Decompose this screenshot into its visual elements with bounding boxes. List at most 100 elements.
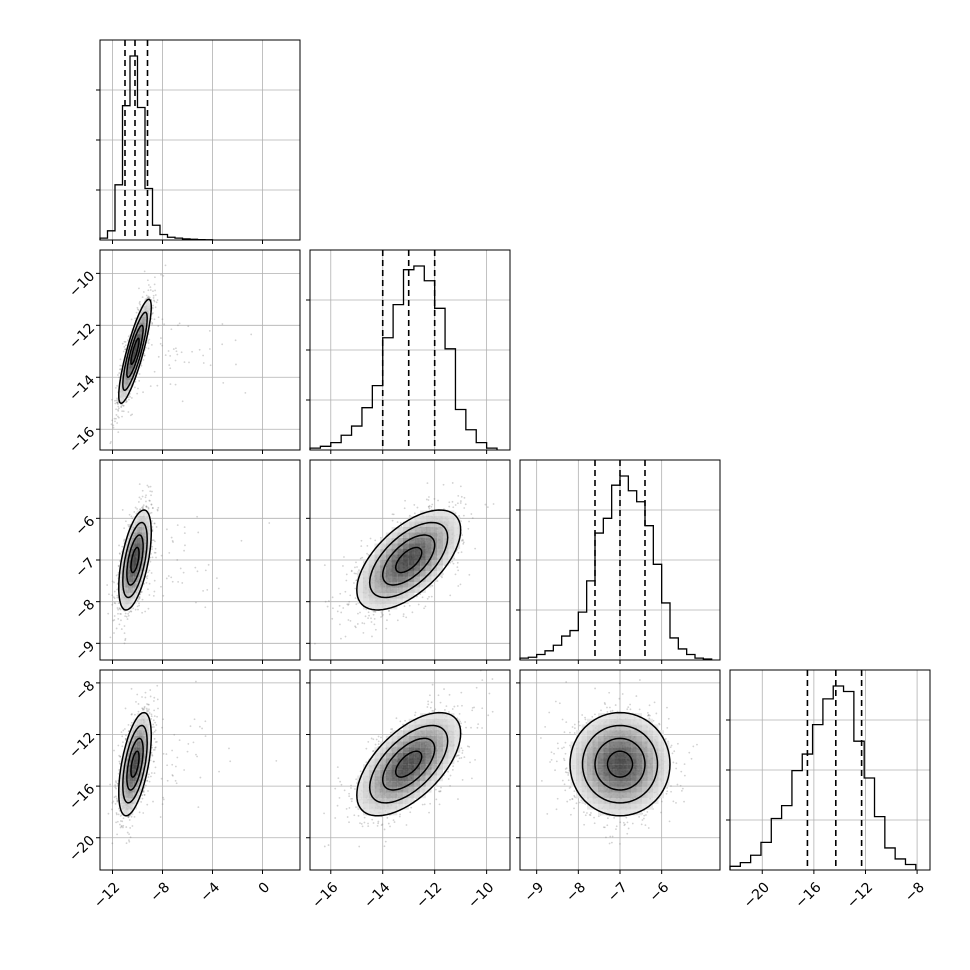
sample-point <box>177 580 180 583</box>
sample-point <box>188 361 190 364</box>
density-cell <box>126 598 128 604</box>
density-cell <box>448 543 455 549</box>
sample-point <box>348 600 351 603</box>
density-cell <box>368 604 375 610</box>
density-cell <box>374 576 381 582</box>
sample-point <box>136 508 138 510</box>
density-cell <box>133 521 135 527</box>
sample-point <box>462 541 465 544</box>
marginal-panel-1 <box>96 39 301 244</box>
density-cell <box>140 538 143 544</box>
sample-point <box>388 609 390 612</box>
density-cell <box>122 554 125 560</box>
sample-point <box>451 482 454 484</box>
sample-point <box>123 642 126 645</box>
density-cell <box>131 560 134 566</box>
density-cell <box>142 317 144 323</box>
sample-point <box>117 409 120 412</box>
sample-point <box>115 417 117 420</box>
sample-point <box>209 364 212 367</box>
density-cell <box>414 516 421 522</box>
density-contour <box>126 534 144 586</box>
sample-point <box>148 594 151 596</box>
sample-point <box>417 603 420 606</box>
sample-point <box>152 304 154 307</box>
sample-point <box>191 350 193 353</box>
density-cell <box>131 576 134 582</box>
density-cell <box>133 334 135 340</box>
density-cell <box>420 538 426 544</box>
density-cell <box>420 560 426 566</box>
sample-point <box>202 362 205 364</box>
sample-point <box>110 440 112 443</box>
density-cell <box>133 598 135 604</box>
sample-point <box>380 611 383 614</box>
sample-point <box>116 384 118 387</box>
sample-point <box>463 507 466 509</box>
sample-point <box>391 519 394 522</box>
sample-point <box>353 582 355 584</box>
sample-point <box>119 612 122 615</box>
sample-point <box>419 593 422 596</box>
sample-point <box>117 617 120 620</box>
density-cell <box>143 565 146 571</box>
sample-point <box>117 408 119 411</box>
density-cell <box>385 571 392 577</box>
density-cell <box>374 587 381 593</box>
sample-point <box>402 615 405 618</box>
sample-point <box>456 566 459 569</box>
density-cell <box>135 345 137 352</box>
sample-point <box>131 413 134 416</box>
density-cell <box>120 571 123 577</box>
sample-point <box>467 527 470 530</box>
sample-point <box>138 597 141 600</box>
sample-point <box>114 420 116 423</box>
sample-point <box>138 302 141 305</box>
panel-contents <box>109 264 253 445</box>
sample-point <box>157 325 160 327</box>
sample-point <box>151 520 153 522</box>
sample-point <box>156 384 159 387</box>
sample-point <box>130 397 133 399</box>
density-cell <box>138 538 141 544</box>
sample-point <box>119 560 121 562</box>
density-cell <box>402 565 409 571</box>
sample-point <box>124 612 127 615</box>
density-contour <box>122 521 148 599</box>
density-cell <box>124 604 127 610</box>
density-cell <box>385 549 392 555</box>
density-cell <box>135 538 137 544</box>
panel-contents <box>106 483 271 645</box>
scatter-panel-3-1 <box>96 459 301 664</box>
sample-point <box>381 612 383 615</box>
sample-point <box>198 348 201 351</box>
density-cell <box>143 538 146 544</box>
density-cell <box>425 554 432 560</box>
density-cell <box>397 598 403 604</box>
sample-point <box>354 625 357 628</box>
panel-border <box>519 459 721 661</box>
sample-point <box>174 383 177 386</box>
density-cell <box>140 565 143 571</box>
density-cell <box>408 554 415 560</box>
sample-point <box>372 613 375 616</box>
density-cell <box>147 305 150 312</box>
density-cell <box>136 549 139 555</box>
density-cell <box>124 571 127 577</box>
sample-point <box>150 317 153 320</box>
density-cell <box>145 516 148 522</box>
sample-point <box>459 485 462 488</box>
sample-point <box>124 348 127 351</box>
sample-point <box>118 623 121 626</box>
sample-point <box>430 505 433 508</box>
sample-point <box>142 291 145 293</box>
density-cell <box>380 593 386 599</box>
density-cell <box>397 549 403 555</box>
density-cell <box>391 554 398 560</box>
density-cell <box>143 339 146 346</box>
sample-point <box>204 569 207 572</box>
sample-point <box>127 335 130 338</box>
density-cell <box>147 521 150 527</box>
sample-point <box>137 501 140 503</box>
sample-point <box>178 322 181 325</box>
